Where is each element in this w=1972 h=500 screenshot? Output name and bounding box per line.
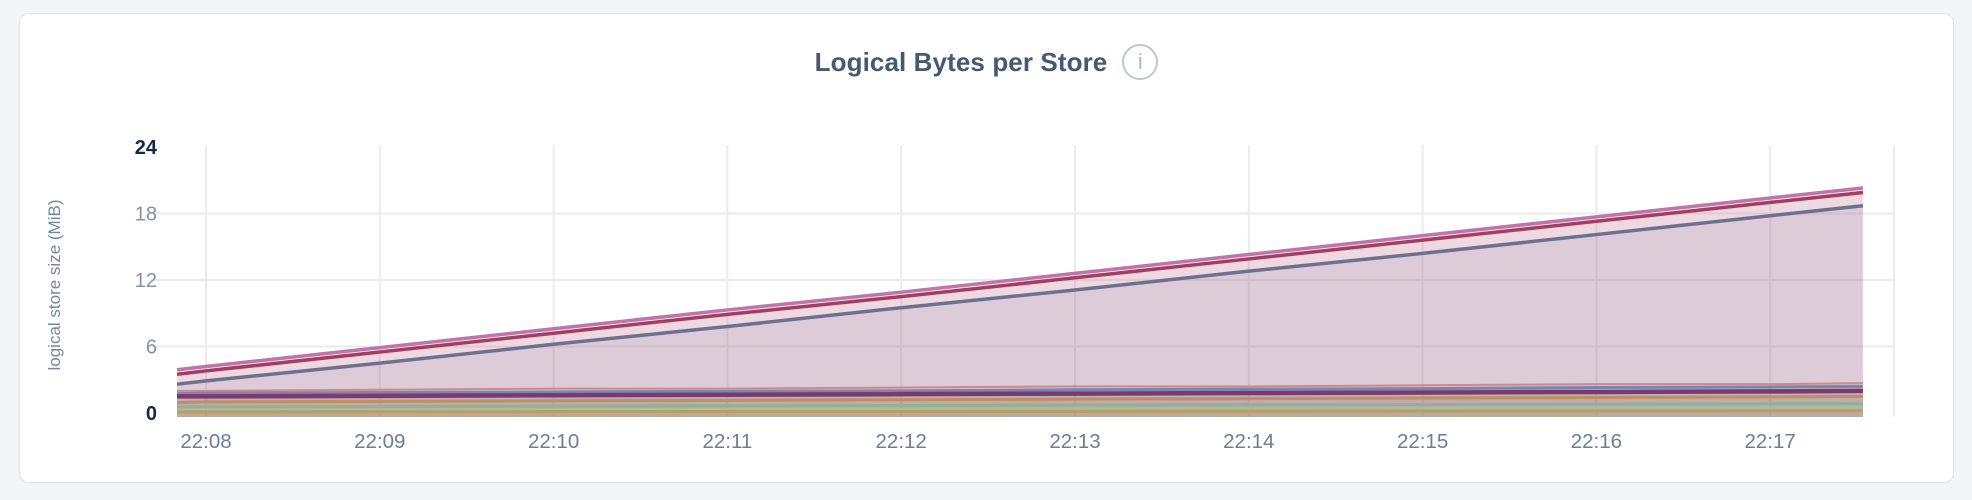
x-tick-label: 22:08 — [180, 430, 231, 453]
y-tick-label: 18 — [135, 204, 157, 226]
line-series-3 — [176, 204, 1864, 386]
line-series-10 — [177, 409, 1863, 414]
y-axis-title: logical store size (MiB) — [45, 200, 64, 371]
x-axis-labels: 22:08 22:09 22:10 22:11 22:12 22:13 22:14 22:15… — [180, 430, 1796, 453]
y-axis-labels: 0 6 12 18 24 logical store size (MiB) — [45, 137, 158, 425]
y-tick-label: 6 — [146, 337, 157, 359]
x-tick-label: 22:17 — [1745, 430, 1796, 453]
line-series-5 — [177, 384, 1863, 396]
line-series-8 — [177, 402, 1863, 409]
line-series-2 — [176, 190, 1864, 376]
x-tick-label: 22:14 — [1223, 430, 1274, 453]
line-series-6 — [177, 388, 1863, 399]
info-icon[interactable]: i — [1122, 44, 1159, 80]
x-tick-label: 22:15 — [1397, 430, 1448, 453]
area-series-2 — [177, 192, 1863, 417]
chart-title: Logical Bytes per Store — [814, 46, 1108, 77]
x-tick-label: 22:12 — [876, 430, 927, 453]
series-lines — [176, 186, 1864, 414]
chart-header: Logical Bytes per Store i — [20, 44, 1953, 80]
area-series-1 — [177, 188, 1863, 417]
y-tick-label: 24 — [135, 137, 158, 159]
area-series-3 — [177, 205, 1863, 417]
y-tick-label: 12 — [135, 270, 157, 292]
line-series-4 — [177, 382, 1863, 392]
series-areas — [177, 188, 1863, 417]
line-series-9 — [177, 406, 1863, 411]
x-tick-label: 22:11 — [703, 430, 753, 453]
line-series-1 — [176, 186, 1864, 372]
x-tick-label: 22:16 — [1571, 430, 1622, 453]
x-tick-label: 22:13 — [1049, 430, 1100, 453]
y-tick-label: 0 — [146, 403, 157, 425]
x-tick-label: 22:10 — [528, 430, 579, 453]
x-tick-label: 22:09 — [354, 430, 405, 453]
line-series-7 — [177, 394, 1863, 404]
